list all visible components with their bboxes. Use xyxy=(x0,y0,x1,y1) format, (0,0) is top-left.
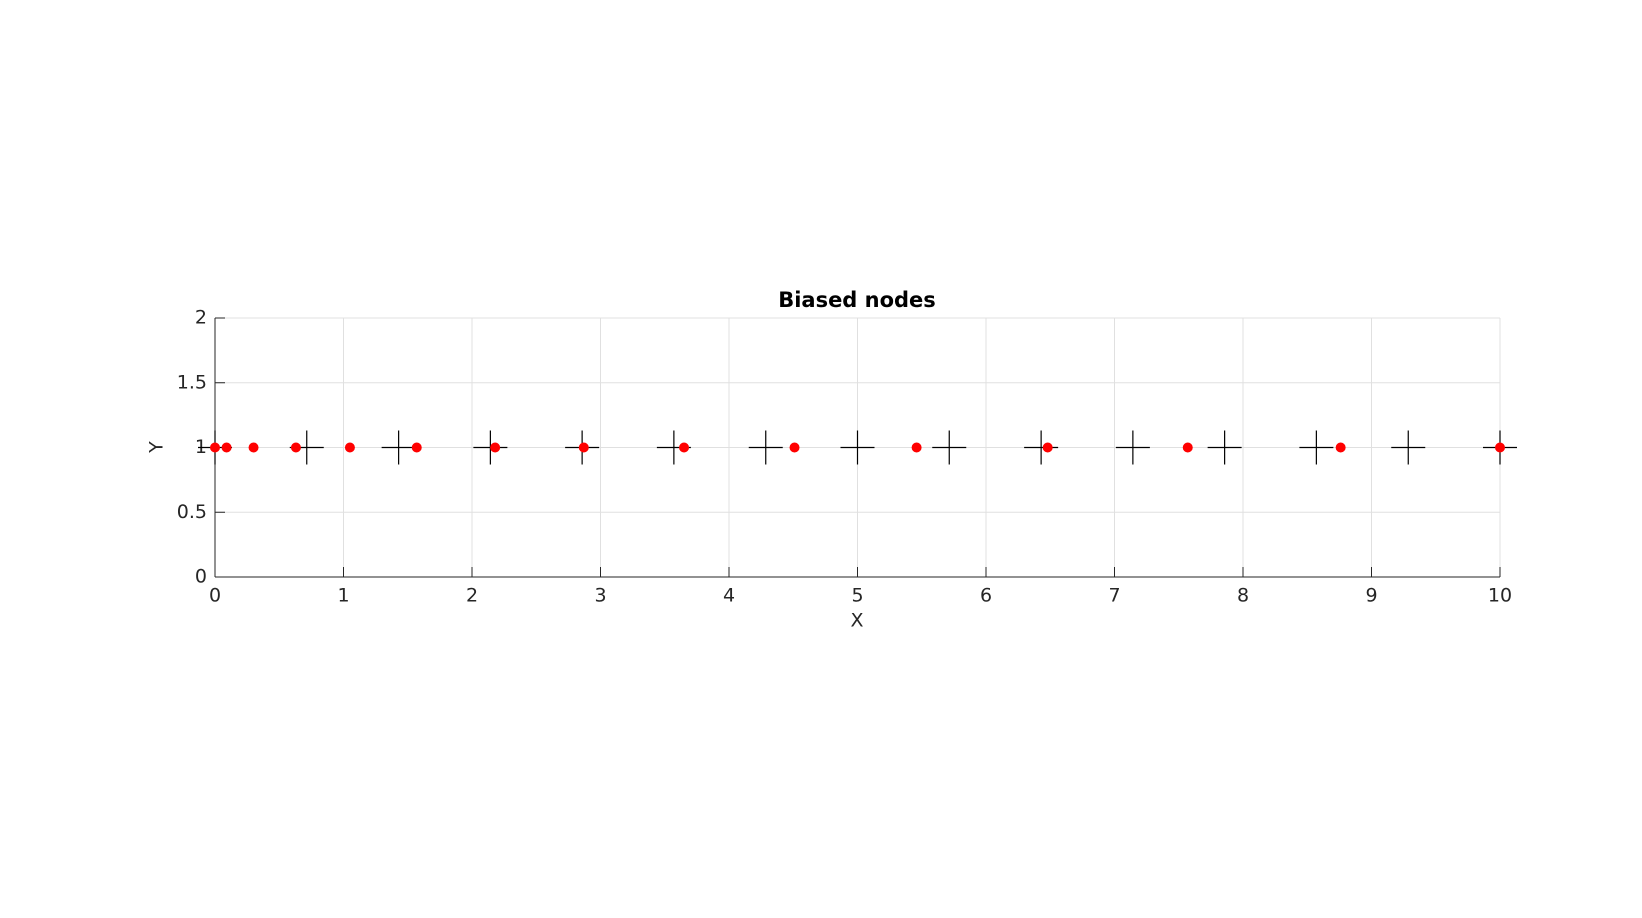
dot-marker xyxy=(789,442,800,453)
y-tick-label: 0.5 xyxy=(177,501,207,523)
plus-marker xyxy=(840,430,875,465)
x-tick-label: 4 xyxy=(723,585,735,607)
plus-marker xyxy=(1391,430,1426,465)
x-tick-label: 5 xyxy=(851,585,863,607)
plus-marker xyxy=(1024,430,1059,465)
chart-title: Biased nodes xyxy=(778,288,936,312)
plus-marker xyxy=(748,430,783,465)
dot-marker xyxy=(248,442,259,453)
x-tick-label: 8 xyxy=(1237,585,1249,607)
x-tick-label: 1 xyxy=(337,585,349,607)
dot-marker xyxy=(221,442,232,453)
plus-marker xyxy=(1207,430,1242,465)
dot-marker xyxy=(1495,442,1505,453)
dot-marker xyxy=(578,442,589,453)
x-tick-label: 6 xyxy=(980,585,992,607)
x-tick-label: 9 xyxy=(1365,585,1377,607)
dot-marker xyxy=(1335,442,1346,453)
x-tick-label: 0 xyxy=(209,585,221,607)
plus-marker xyxy=(1115,430,1150,465)
x-axis-label: X xyxy=(850,610,863,632)
y-tick-label: 1.5 xyxy=(177,371,207,393)
x-tick-label: 7 xyxy=(1108,585,1120,607)
dot-marker xyxy=(1042,442,1053,453)
plus-marker xyxy=(932,430,967,465)
dot-marker xyxy=(210,442,220,453)
dot-marker xyxy=(911,442,922,453)
x-tick-label: 10 xyxy=(1488,585,1512,607)
dot-marker xyxy=(490,442,501,453)
x-tick-label: 2 xyxy=(466,585,478,607)
plus-marker xyxy=(381,430,416,465)
plus-marker xyxy=(1299,430,1334,465)
dot-marker xyxy=(411,442,422,453)
y-tick-label: 0 xyxy=(195,566,207,588)
y-axis-label: Y xyxy=(146,441,168,454)
y-tick-label: 2 xyxy=(195,307,207,329)
dot-marker xyxy=(679,442,690,453)
dot-marker xyxy=(290,442,301,453)
dot-marker xyxy=(1182,442,1193,453)
dot-marker xyxy=(344,442,355,453)
x-tick-label: 3 xyxy=(594,585,606,607)
